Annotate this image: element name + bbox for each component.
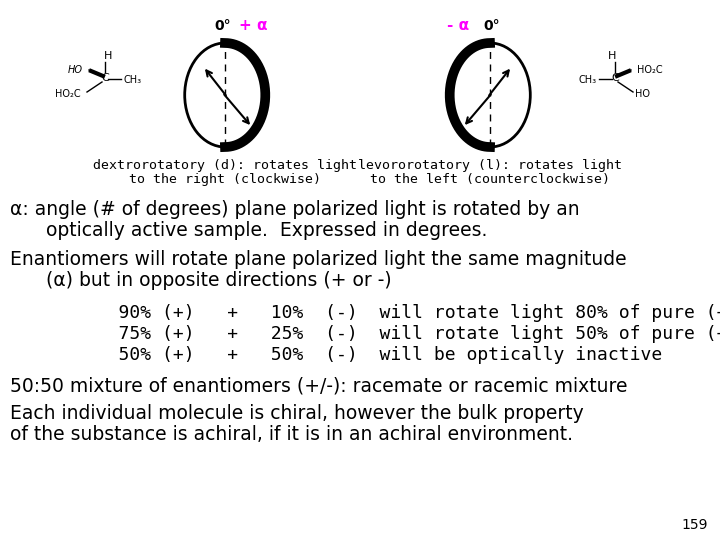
Text: dextrorotatory (d): rotates light: dextrorotatory (d): rotates light bbox=[93, 159, 357, 172]
Text: HO₂C: HO₂C bbox=[637, 65, 662, 75]
Text: HO: HO bbox=[635, 89, 650, 99]
Text: - α: - α bbox=[447, 18, 469, 33]
Text: HO: HO bbox=[68, 65, 83, 75]
Text: to the right (clockwise): to the right (clockwise) bbox=[129, 173, 321, 186]
Text: of the substance is achiral, if it is in an achiral environment.: of the substance is achiral, if it is in… bbox=[10, 425, 573, 444]
Text: CH₃: CH₃ bbox=[579, 75, 597, 85]
Text: 50% (+)   +   50%  (-)  will be optically inactive: 50% (+) + 50% (-) will be optically inac… bbox=[75, 346, 662, 364]
Text: CH₃: CH₃ bbox=[123, 75, 141, 85]
Text: 159: 159 bbox=[682, 518, 708, 532]
Text: (α) but in opposite directions (+ or -): (α) but in opposite directions (+ or -) bbox=[10, 271, 392, 290]
Text: + α: + α bbox=[239, 18, 267, 33]
Text: Each individual molecule is chiral, however the bulk property: Each individual molecule is chiral, howe… bbox=[10, 404, 584, 423]
Text: 50:50 mixture of enantiomers (+/-): racemate or racemic mixture: 50:50 mixture of enantiomers (+/-): race… bbox=[10, 377, 628, 396]
Text: optically active sample.  Expressed in degrees.: optically active sample. Expressed in de… bbox=[10, 221, 487, 240]
Text: 90% (+)   +   10%  (-)  will rotate light 80% of pure (+): 90% (+) + 10% (-) will rotate light 80% … bbox=[75, 304, 720, 322]
Text: α: angle (# of degrees) plane polarized light is rotated by an: α: angle (# of degrees) plane polarized … bbox=[10, 200, 580, 219]
Text: 0°: 0° bbox=[215, 19, 231, 33]
Text: to the left (counterclockwise): to the left (counterclockwise) bbox=[370, 173, 610, 186]
Text: C: C bbox=[101, 73, 109, 83]
Text: 75% (+)   +   25%  (-)  will rotate light 50% of pure (+): 75% (+) + 25% (-) will rotate light 50% … bbox=[75, 325, 720, 343]
Text: 0°: 0° bbox=[484, 19, 500, 33]
Text: Enantiomers will rotate plane polarized light the same magnitude: Enantiomers will rotate plane polarized … bbox=[10, 250, 626, 269]
Text: HO₂C: HO₂C bbox=[55, 89, 81, 99]
Text: H: H bbox=[104, 51, 112, 61]
Text: C: C bbox=[611, 73, 619, 83]
Text: H: H bbox=[608, 51, 616, 61]
Text: levororotatory (l): rotates light: levororotatory (l): rotates light bbox=[358, 159, 622, 172]
